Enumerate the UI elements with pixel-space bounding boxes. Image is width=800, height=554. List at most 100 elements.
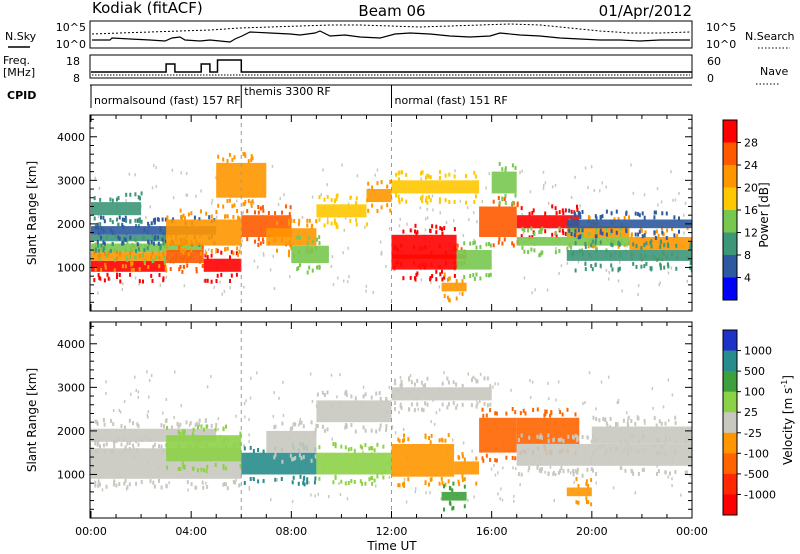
echo-cell	[570, 245, 573, 250]
echo-cell	[452, 401, 455, 406]
echo-cell	[473, 240, 476, 245]
echo-cell	[645, 261, 648, 266]
echo-cell	[568, 208, 571, 213]
echo-cell	[414, 223, 417, 228]
echo-cell	[572, 468, 574, 473]
echo-cell	[125, 218, 128, 223]
echo-cell	[206, 385, 209, 389]
echo-cell	[429, 175, 432, 180]
echo-cell	[540, 467, 543, 472]
echo-cell	[657, 203, 659, 207]
echo-band	[566, 219, 692, 229]
echo-cell	[630, 163, 632, 167]
echo-cell	[147, 415, 149, 419]
echo-cell	[323, 223, 326, 228]
echo-cell	[555, 234, 558, 239]
echo-cell	[395, 193, 398, 198]
echo-cell	[138, 267, 141, 272]
nave-tick-top: 60	[707, 55, 721, 68]
echo-cell	[610, 242, 613, 247]
echo-cell	[595, 232, 598, 237]
echo-cell	[326, 183, 328, 187]
freq-panel: Freq. [MHz] 18 8 60 0 Nave	[3, 54, 788, 85]
echo-cell	[435, 411, 438, 415]
echo-cell	[463, 484, 466, 489]
echo-cell	[654, 210, 657, 215]
echo-cell	[421, 199, 424, 203]
echo-cell	[109, 248, 112, 253]
echo-cell	[361, 445, 364, 450]
echo-cell	[560, 466, 563, 471]
echo-cell	[622, 418, 625, 423]
echo-cell	[514, 166, 517, 170]
echo-cell	[405, 173, 408, 177]
echo-cell	[160, 485, 163, 490]
echo-cell	[400, 405, 403, 410]
echo-cell	[211, 201, 213, 205]
echo-cell	[635, 264, 638, 269]
echo-cell	[162, 411, 164, 415]
echo-cell	[368, 446, 371, 451]
echo-cell	[482, 458, 485, 463]
echo-cell	[137, 390, 140, 394]
echo-cell	[228, 152, 231, 157]
echo-cell	[93, 278, 96, 283]
echo-cell	[374, 173, 376, 177]
echo-cell	[338, 482, 340, 485]
echo-cell	[574, 175, 576, 179]
echo-cell	[551, 204, 554, 209]
echo-cell	[538, 468, 541, 473]
echo-cell	[146, 246, 149, 251]
echo-cell	[595, 234, 598, 239]
echo-cell	[135, 481, 138, 486]
echo-cell	[187, 212, 190, 217]
echo-cell	[401, 383, 403, 387]
echo-cell	[158, 444, 160, 449]
echo-cell	[273, 425, 276, 430]
echo-cell	[185, 193, 187, 197]
echo-cell	[235, 199, 238, 203]
echo-cell	[459, 292, 461, 296]
echo-cell	[630, 447, 633, 452]
echo-cell	[195, 421, 198, 426]
echo-cell	[151, 259, 154, 264]
echo-cell	[148, 395, 150, 399]
echo-cell	[640, 264, 643, 269]
echo-cell	[193, 215, 196, 220]
echo-cell	[539, 469, 542, 474]
echo-cell	[604, 451, 607, 455]
echo-cell	[636, 417, 639, 421]
echo-cell	[380, 252, 383, 256]
echo-cell	[279, 196, 281, 200]
echo-cell	[536, 434, 539, 439]
echo-cell	[334, 444, 337, 449]
echo-cell	[625, 411, 628, 415]
x-tick-label: 00:00	[676, 525, 708, 538]
echo-cell	[536, 465, 539, 470]
echo-cell	[146, 413, 148, 417]
echo-cell	[650, 266, 653, 271]
echo-cell	[472, 273, 475, 278]
echo-cell	[689, 245, 692, 250]
power-colorbar-swatch	[723, 187, 737, 211]
echo-cell	[249, 396, 252, 400]
echo-cell	[97, 291, 99, 295]
echo-cell	[671, 484, 673, 488]
echo-cell	[316, 392, 319, 397]
echo-cell	[660, 421, 663, 426]
echo-cell	[94, 449, 97, 453]
velocity-colorbar-tick-label: 25	[744, 406, 758, 419]
echo-cell	[318, 241, 321, 246]
echo-cell	[232, 215, 235, 219]
echo-cell	[637, 449, 640, 454]
echo-cell	[314, 476, 317, 481]
echo-cell	[475, 456, 478, 461]
echo-cell	[246, 237, 249, 242]
echo-cell	[153, 442, 156, 447]
echo-cell	[495, 411, 498, 416]
echo-cell	[262, 240, 265, 244]
echo-cell	[627, 415, 630, 420]
echo-cell	[554, 250, 557, 255]
echo-cell	[584, 261, 587, 266]
